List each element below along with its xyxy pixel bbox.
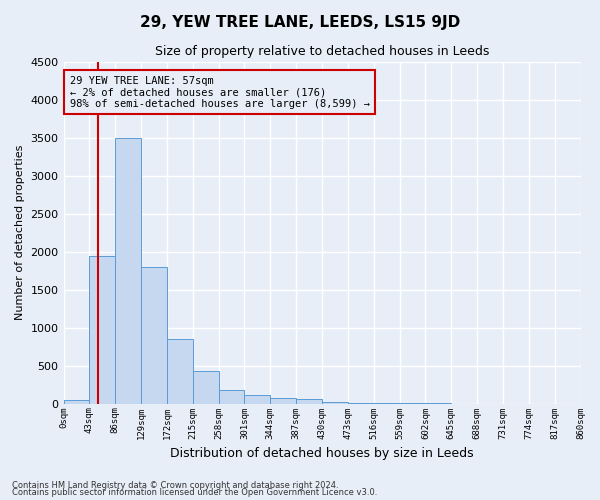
Bar	[296, 400, 322, 404]
Bar	[89, 256, 115, 404]
Bar	[218, 390, 244, 404]
Text: 29 YEW TREE LANE: 57sqm
← 2% of detached houses are smaller (176)
98% of semi-de: 29 YEW TREE LANE: 57sqm ← 2% of detached…	[70, 76, 370, 109]
Bar	[167, 339, 193, 404]
Bar	[348, 403, 374, 404]
Bar	[244, 396, 271, 404]
Text: Contains public sector information licensed under the Open Government Licence v3: Contains public sector information licen…	[12, 488, 377, 497]
Title: Size of property relative to detached houses in Leeds: Size of property relative to detached ho…	[155, 45, 489, 58]
Bar	[141, 267, 167, 404]
Text: Contains HM Land Registry data © Crown copyright and database right 2024.: Contains HM Land Registry data © Crown c…	[12, 480, 338, 490]
Bar	[322, 402, 348, 404]
Bar	[271, 398, 296, 404]
Y-axis label: Number of detached properties: Number of detached properties	[15, 145, 25, 320]
Text: 29, YEW TREE LANE, LEEDS, LS15 9JD: 29, YEW TREE LANE, LEEDS, LS15 9JD	[140, 15, 460, 30]
Bar	[193, 371, 218, 404]
Bar	[115, 138, 141, 404]
X-axis label: Distribution of detached houses by size in Leeds: Distribution of detached houses by size …	[170, 447, 474, 460]
Bar	[64, 400, 89, 404]
